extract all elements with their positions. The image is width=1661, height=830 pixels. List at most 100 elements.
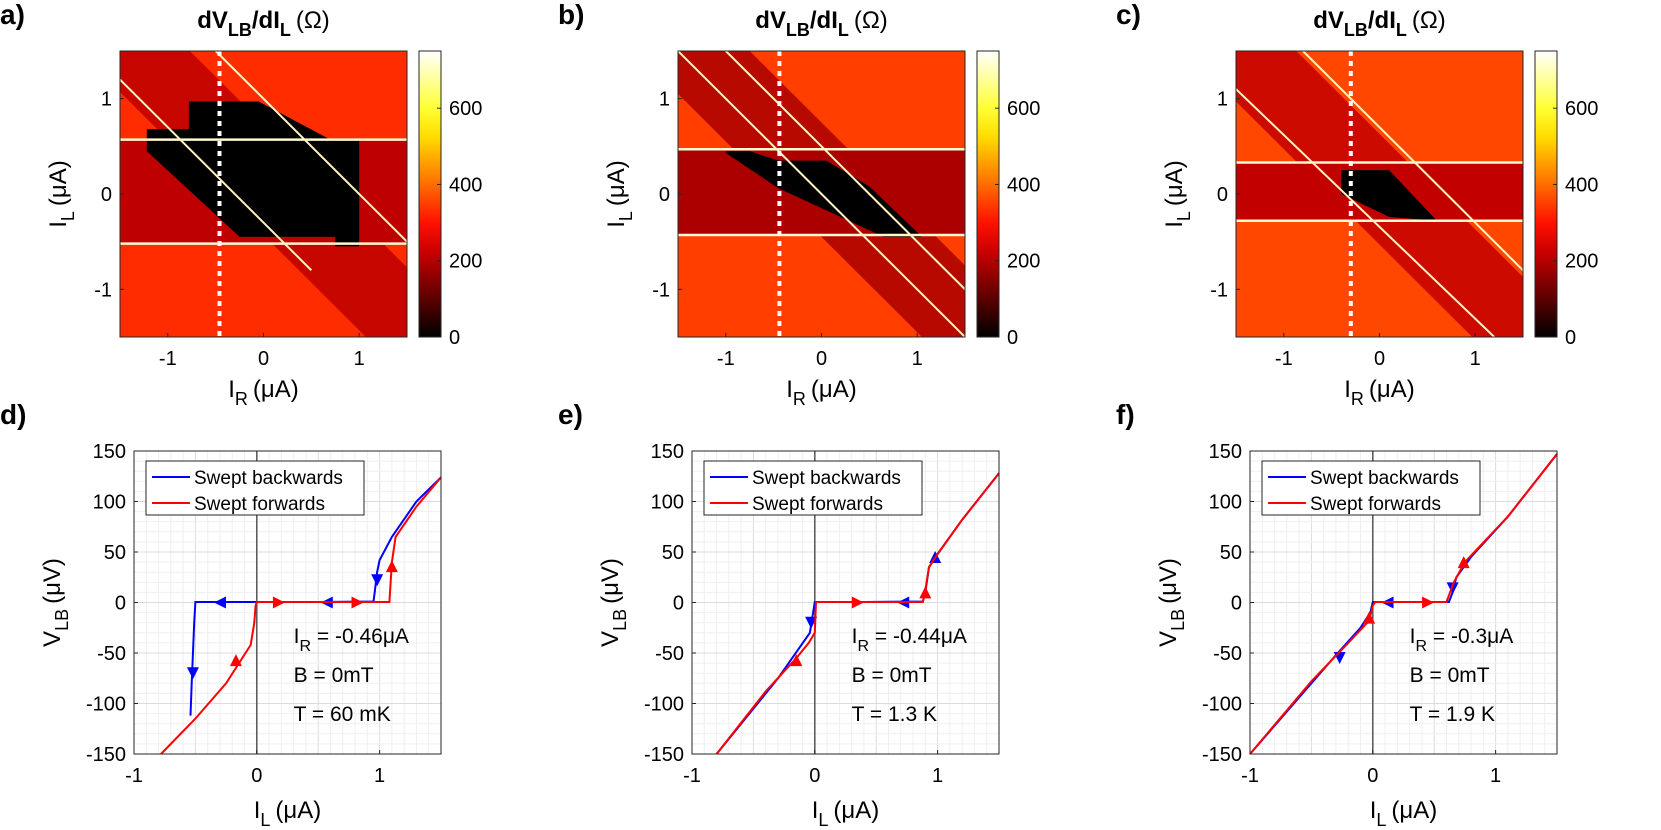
legend-label: Swept backwards [752,468,901,489]
x-axis-label-unit: (μA) [811,376,857,403]
y-tick-label: 150 [651,441,684,463]
y-tick-label: 0 [1217,184,1228,206]
x-tick-label: 1 [354,348,365,370]
heatmap-diagonal-line [120,78,313,271]
title-unit: (Ω) [1412,7,1446,34]
x-axis-label-main: I [1344,376,1351,403]
annotation-field: B = 0mT [852,664,932,687]
sweep-direction-arrow [1422,596,1435,609]
colorbar-tick-label: 200 [1565,251,1598,273]
x-tick-label: 0 [258,348,269,370]
sweep-direction-arrow [790,654,803,667]
y-axis-label: IL (μA) [1161,160,1194,228]
y-tick-label: 50 [662,542,684,564]
panel-label: e) [558,399,583,430]
legend-label: Swept backwards [1310,468,1459,489]
y-axis-label-main: I [603,221,630,228]
y-tick-label: -50 [1213,643,1242,665]
x-axis-label-main: I [812,797,819,824]
y-axis-label-sub: LB [610,609,630,631]
title-sub: L [280,20,291,40]
x-axis-label: IR (μA) [228,376,299,409]
colorbar [1534,50,1558,338]
y-tick-label: 100 [651,492,684,514]
annotation-bias: IR = -0.46μA [294,625,409,655]
colorbar [418,50,442,338]
y-tick-label: -1 [652,279,670,301]
title-sub: LB [1344,20,1368,40]
x-axis-label: IL (μA) [812,797,880,830]
y-tick-label: 100 [1209,492,1242,514]
colorbar-tick-label: 600 [449,98,482,120]
y-tick-label: 1 [101,89,112,111]
y-axis-label-sub: LB [52,609,72,631]
colorbar-tick-label: 600 [1565,98,1598,120]
colorbar-tick-label: 200 [449,251,482,273]
sweep-direction-arrow [213,596,226,609]
sweep-direction-arrow [1457,556,1470,569]
annotation-main: I [852,625,858,648]
x-axis-label: IR (μA) [786,376,857,409]
y-tick-label: 1 [659,89,670,111]
y-tick-label: 0 [673,593,684,615]
series-line-forwards [160,476,442,755]
x-axis-label: IL (μA) [254,797,322,830]
x-tick-label: 1 [932,765,943,787]
y-axis-label-unit: (μA) [45,160,72,206]
sweep-direction-arrow [371,574,384,587]
legend-label: Swept forwards [194,494,325,515]
title-sub: LB [786,20,810,40]
panel-title: dVLB/dIL (Ω) [1313,7,1446,40]
colorbar-tick-label: 200 [1007,251,1040,273]
title-main: dV [1313,7,1344,34]
sweep-direction-arrow [1363,611,1376,624]
x-axis-label-unit: (μA) [1369,376,1415,403]
y-axis-label-sub: L [58,211,78,221]
y-axis-label-unit: (μA) [603,160,630,206]
x-axis-label-main: I [254,797,261,824]
legend-label: Swept backwards [194,468,343,489]
line-panel-d: -1 0 1 -150 -100 -50 0 50 100 150 Swept backwards S… [0,399,442,830]
y-tick-label: 0 [659,184,670,206]
line-panel-e: -1 0 1 -150 -100 -50 0 50 100 150 Swept backwards S… [558,399,1000,830]
heatmap-diagonal-line [214,51,407,243]
x-axis-label-unit: (μA) [1391,797,1437,824]
x-tick-label: -1 [159,348,177,370]
annotation-main: I [1410,625,1416,648]
annotation-sub: R [1415,638,1427,655]
y-tick-label: -150 [1202,744,1242,766]
x-tick-label: -1 [125,765,143,787]
title-sub: L [838,20,849,40]
heatmap-zero-resistance-region [725,151,922,237]
x-axis-label-sub: R [793,389,806,409]
heatmap-diagonal-line [1302,51,1523,271]
x-tick-label: 1 [1490,765,1501,787]
sweep-direction-arrow [272,596,285,609]
panel-title: dVLB/dIL (Ω) [197,7,330,40]
colorbar-tick-label: 0 [1565,327,1576,349]
y-tick-label: 150 [93,441,126,463]
y-tick-label: -100 [1202,694,1242,716]
x-tick-label: 0 [1367,765,1378,787]
annotation-field: B = 0mT [1410,664,1490,687]
y-axis-label-unit: (μA) [1161,160,1188,206]
y-tick-label: -1 [1210,279,1228,301]
annotation-field: B = 0mT [294,664,374,687]
y-axis-label-main: V [1155,631,1182,647]
y-axis-label-sub: LB [1168,609,1188,631]
heatmap-image [120,51,407,337]
annotation-bias: IR = -0.44μA [852,625,967,655]
x-axis-label-sub: R [1351,389,1364,409]
x-tick-label: -1 [683,765,701,787]
title-mid: /dI [252,7,280,34]
title-main: dV [755,7,786,34]
annotation-temperature: T = 1.3 K [852,703,937,726]
y-axis-label: VLB (μV) [597,558,630,647]
heatmap-image [1236,51,1523,337]
x-axis-label-unit: (μA) [833,797,879,824]
x-tick-label: -1 [1241,765,1259,787]
x-tick-label: -1 [717,348,735,370]
y-tick-label: 0 [101,184,112,206]
